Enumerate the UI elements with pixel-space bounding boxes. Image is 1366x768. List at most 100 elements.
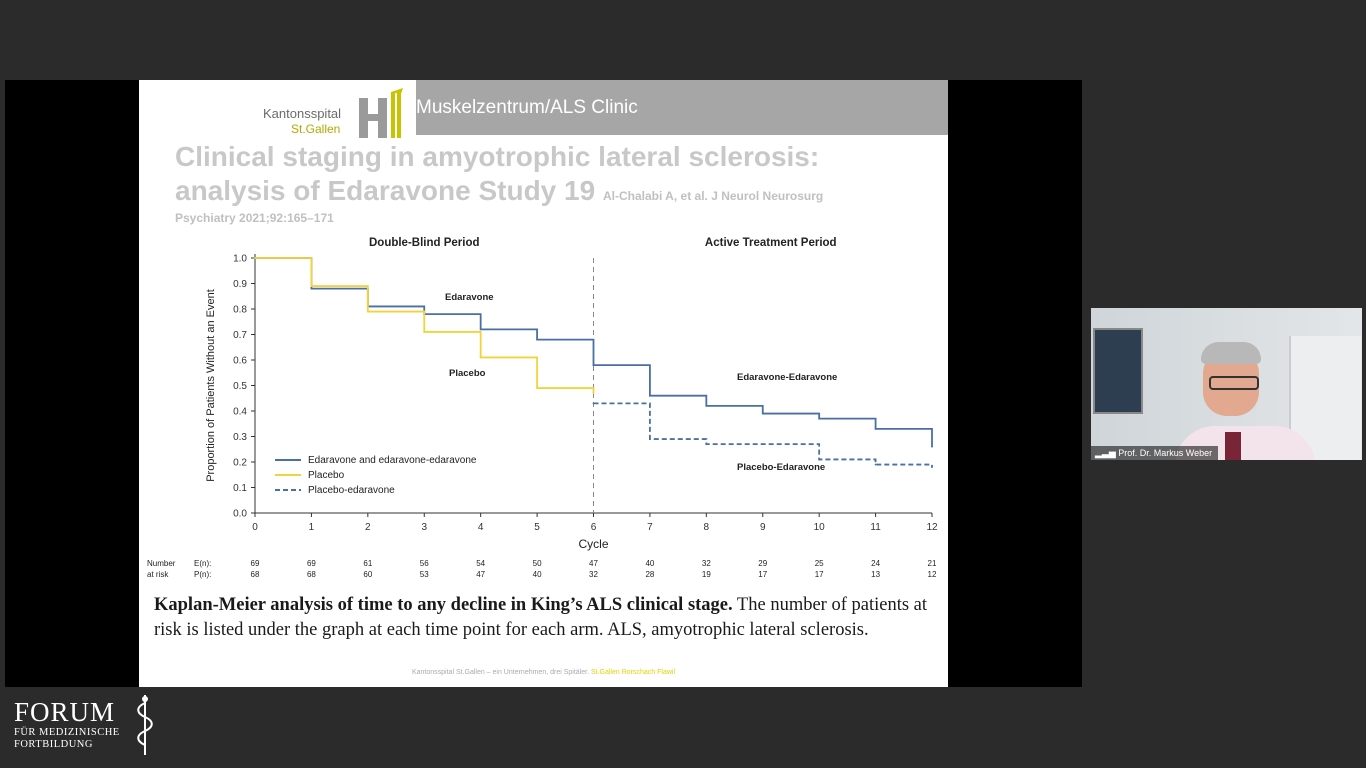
footer-text: Kantonsspital St.Gallen – ein Unternehme… (411, 669, 590, 676)
data-point (366, 310, 369, 313)
footer-locations: St.Gallen Rorschach Flawil (590, 669, 676, 676)
x-tick-label: 7 (647, 522, 653, 533)
at-risk-value: 68 (307, 570, 316, 579)
wall-painting (1093, 328, 1143, 414)
series-line (255, 257, 595, 394)
caption-bold: Kaplan-Meier analysis of time to any dec… (154, 595, 733, 615)
figure-caption: Kaplan-Meier analysis of time to any dec… (154, 593, 934, 643)
period-label-active: Active Treatment Period (705, 237, 837, 249)
data-point (536, 338, 538, 341)
slide-header: Kantonsspital St.Gallen Muskelzentrum/AL… (139, 80, 948, 138)
speaker-name-label: ▂▃▅ Prof. Dr. Markus Weber (1091, 446, 1219, 460)
at-risk-value: 19 (702, 570, 711, 579)
data-point (818, 458, 821, 461)
at-risk-row-label: E(n): (194, 559, 211, 568)
at-risk-value: 47 (476, 570, 485, 579)
kaplan-meier-chart: 0.00.10.20.30.40.50.60.70.80.91.00 1 2 3 4 5 6… (147, 237, 938, 579)
x-tick-label: 2 (365, 522, 371, 533)
x-tick-label: 0 (252, 522, 258, 533)
data-point (874, 463, 877, 466)
y-tick-label: 0.8 (233, 305, 247, 316)
data-point (649, 438, 651, 440)
data-point (254, 257, 256, 259)
y-tick-label: 0.4 (233, 407, 247, 418)
data-point (479, 356, 482, 359)
data-point (423, 331, 426, 333)
data-point (761, 412, 764, 415)
data-point (592, 392, 595, 395)
at-risk-value: 40 (533, 570, 542, 579)
at-risk-value: 54 (476, 559, 485, 568)
header-banner (416, 80, 948, 135)
x-tick-label: 1 (309, 522, 315, 533)
citation-part1: Al-Chalabi A, et al. J Neurol Neurosurg (602, 189, 824, 203)
at-risk-value: 50 (533, 559, 542, 568)
at-risk-value: 25 (815, 559, 824, 568)
data-point (705, 405, 708, 407)
data-point (818, 417, 821, 420)
x-tick-label: 4 (478, 522, 484, 533)
at-risk-value: 53 (420, 570, 429, 579)
at-risk-value: 28 (645, 570, 654, 579)
x-tick-label: 6 (591, 522, 597, 533)
slide-title-text: Clinical staging in amyotrophic lateral … (175, 141, 820, 206)
slide-title: Clinical staging in amyotrophic lateral … (175, 140, 935, 213)
data-point (931, 466, 933, 468)
series-annotation: Placebo (449, 368, 486, 379)
y-tick-label: 0.9 (233, 279, 247, 290)
y-tick-label: 0.5 (233, 381, 247, 392)
forum-logo: FORUM FÜR MEDIZINISCHE FORTBILDUNG (14, 695, 164, 762)
at-risk-value: 29 (758, 559, 767, 568)
caption-text: The number of patients at risk is listed… (154, 595, 928, 640)
at-risk-value: 13 (871, 570, 880, 579)
speaker-tie (1225, 432, 1241, 460)
at-risk-row-label: P(n): (194, 570, 211, 579)
at-risk-value: 21 (928, 559, 937, 568)
data-point (479, 328, 482, 331)
at-risk-value: 24 (871, 559, 880, 568)
period-label-double-blind: Double-Blind Period (369, 237, 480, 249)
at-risk-value: 69 (251, 559, 260, 568)
forum-logo-title: FORUM (14, 697, 116, 727)
data-point (536, 387, 538, 389)
legend-label: Edaravone and edaravone-edaravone (308, 455, 477, 466)
at-risk-value: 60 (363, 570, 372, 579)
legend-label: Placebo-edaravone (308, 485, 395, 496)
data-point (592, 364, 595, 366)
series-line (593, 402, 933, 468)
y-axis-label: Proportion of Patients Without an Event (205, 289, 217, 482)
data-point (761, 443, 764, 446)
speaker-video[interactable]: ▂▃▅ Prof. Dr. Markus Weber (1091, 308, 1362, 460)
speaker-name: Prof. Dr. Markus Weber (1118, 448, 1213, 458)
data-point (592, 402, 595, 405)
hospital-logo-line2: St.Gallen (291, 122, 341, 136)
series-annotation: Edaravone-Edaravone (737, 372, 837, 383)
at-risk-value: 12 (928, 570, 937, 579)
data-point (649, 394, 651, 397)
data-point (874, 427, 877, 430)
x-axis-label: Cycle (578, 537, 608, 551)
x-tick-label: 12 (926, 522, 938, 533)
at-risk-value: 56 (420, 559, 429, 568)
hospital-logo-line1: Kantonsspital (263, 106, 342, 121)
data-point (310, 285, 313, 287)
y-tick-label: 0.6 (233, 356, 247, 367)
series-annotation: Placebo-Edaravone (737, 462, 825, 473)
x-tick-label: 3 (421, 522, 427, 533)
at-risk-value: 17 (758, 570, 767, 579)
x-tick-label: 8 (704, 522, 710, 533)
y-tick-label: 0.7 (233, 330, 247, 341)
citation-part2: Psychiatry 2021;92:165–171 (175, 211, 334, 225)
at-risk-value: 32 (589, 570, 598, 579)
slide-footer: Kantonsspital St.Gallen – ein Unternehme… (139, 669, 948, 676)
at-risk-value: 40 (645, 559, 654, 568)
forum-logo-line2: FÜR MEDIZINISCHE (14, 727, 120, 738)
forum-logo-line3: FORTBILDUNG (14, 739, 93, 750)
at-risk-value: 69 (307, 559, 316, 568)
hospital-logo-icon (359, 88, 403, 138)
presentation-slide: Kantonsspital St.Gallen Muskelzentrum/AL… (139, 80, 948, 687)
x-tick-label: 5 (534, 522, 540, 533)
legend-label: Placebo (308, 470, 345, 481)
data-point (310, 287, 313, 290)
data-point (705, 443, 708, 446)
